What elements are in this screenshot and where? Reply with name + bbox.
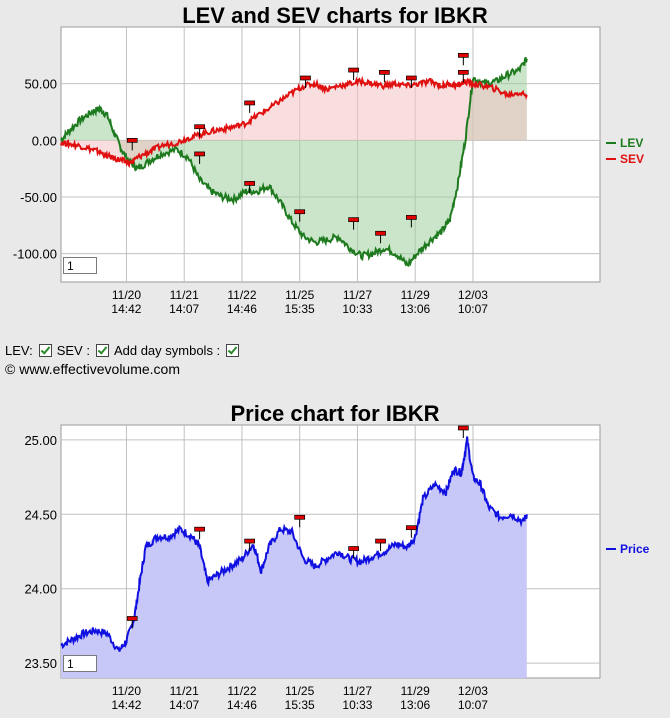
price-x-tick-date: 11/29 [401, 684, 430, 698]
lev-x-tick-date: 11/20 [112, 288, 141, 302]
lev-day-marker [244, 181, 255, 194]
price-y-tick-label: 24.00 [24, 582, 57, 597]
price-x-tick-date: 12/03 [458, 684, 488, 698]
lev-chart-title: LEV and SEV charts for IBKR [182, 3, 488, 28]
lev-day-marker [300, 75, 311, 88]
lev-x-tick-time: 14:46 [227, 302, 257, 316]
lev-page-input[interactable]: 1 [63, 257, 97, 274]
lev-legend-label-sev: SEV [620, 152, 644, 166]
price-x-tick-time: 14:46 [227, 698, 257, 712]
lev-sev-chart: 50.000.00-50.00-100.0011/2014:4211/2114:… [13, 26, 644, 316]
price-day-marker [194, 526, 205, 540]
price-x-tick-time: 14:42 [111, 698, 141, 712]
price-x-tick-date: 11/22 [227, 684, 256, 698]
price-day-marker [457, 425, 469, 438]
lev-day-marker [457, 52, 469, 66]
price-x-tick-date: 11/27 [343, 684, 372, 698]
lev-day-marker [375, 230, 386, 244]
lev-y-tick-label: -100.00 [13, 247, 57, 262]
price-day-marker [375, 538, 386, 552]
lev-label: LEV: [5, 343, 33, 358]
lev-series-line-lev [60, 57, 528, 267]
price-x-tick-time: 10:33 [342, 698, 372, 712]
lev-legend-label-lev: LEV [620, 136, 643, 150]
lev-day-marker [244, 100, 255, 113]
lev-day-marker [348, 217, 359, 230]
lev-x-tick-time: 14:42 [111, 302, 141, 316]
price-x-tick-date: 11/21 [170, 684, 199, 698]
lev-day-marker [126, 137, 138, 151]
price-x-tick-date: 11/25 [285, 684, 314, 698]
lev-x-tick-date: 11/21 [170, 288, 199, 302]
price-y-tick-label: 25.00 [24, 433, 57, 448]
lev-day-marker [457, 69, 469, 83]
lev-checkbox[interactable] [38, 344, 52, 357]
price-day-marker [126, 616, 138, 629]
price-x-tick-time: 10:07 [458, 698, 488, 712]
lev-x-tick-date: 12/03 [458, 288, 488, 302]
price-page-input[interactable]: 1 [63, 655, 97, 672]
lev-series-line-sev [60, 75, 528, 169]
lev-y-tick-label: 0.00 [32, 133, 57, 148]
lev-x-tick-time: 10:33 [342, 302, 372, 316]
lev-x-tick-date: 11/27 [343, 288, 372, 302]
sev-checkbox[interactable] [95, 344, 109, 357]
lev-day-marker [406, 215, 417, 228]
price-day-marker [406, 525, 417, 538]
lev-x-tick-time: 13:06 [400, 302, 430, 316]
price-x-tick-time: 13:06 [400, 698, 430, 712]
day-symbols-checkbox[interactable] [226, 344, 240, 357]
lev-day-marker [406, 75, 417, 88]
lev-x-tick-date: 11/29 [401, 288, 430, 302]
copyright-text: © www.effectivevolume.com [5, 361, 181, 377]
series-controls: LEV: SEV : Add day symbols : [5, 343, 241, 358]
lev-series-area-lev [61, 57, 527, 266]
lev-day-marker [194, 151, 205, 164]
price-legend-label-price: Price [620, 542, 650, 556]
lev-x-tick-date: 11/22 [227, 288, 256, 302]
day-symbols-label: Add day symbols : [113, 343, 221, 358]
lev-x-tick-time: 15:35 [285, 302, 315, 316]
price-chart-title: Price chart for IBKR [230, 401, 440, 426]
sev-label: SEV : [56, 343, 90, 358]
price-series-area-price [61, 441, 527, 678]
lev-day-marker [348, 67, 359, 81]
lev-day-marker [379, 69, 390, 83]
price-day-marker [294, 514, 306, 528]
lev-day-marker [194, 124, 205, 137]
lev-y-tick-label: -50.00 [20, 190, 57, 205]
lev-x-tick-time: 10:07 [458, 302, 488, 316]
lev-y-tick-label: 50.00 [24, 77, 57, 92]
price-y-tick-label: 24.50 [24, 507, 57, 522]
price-day-marker [348, 546, 359, 559]
price-day-marker [244, 538, 255, 552]
price-x-tick-date: 11/20 [112, 684, 141, 698]
price-series-line-price [60, 436, 528, 652]
price-y-tick-label: 23.50 [24, 656, 57, 671]
lev-x-tick-date: 11/25 [285, 288, 314, 302]
price-x-tick-time: 14:07 [169, 698, 199, 712]
price-x-tick-time: 15:35 [285, 698, 315, 712]
lev-x-tick-time: 14:07 [169, 302, 199, 316]
lev-day-marker [294, 209, 306, 222]
